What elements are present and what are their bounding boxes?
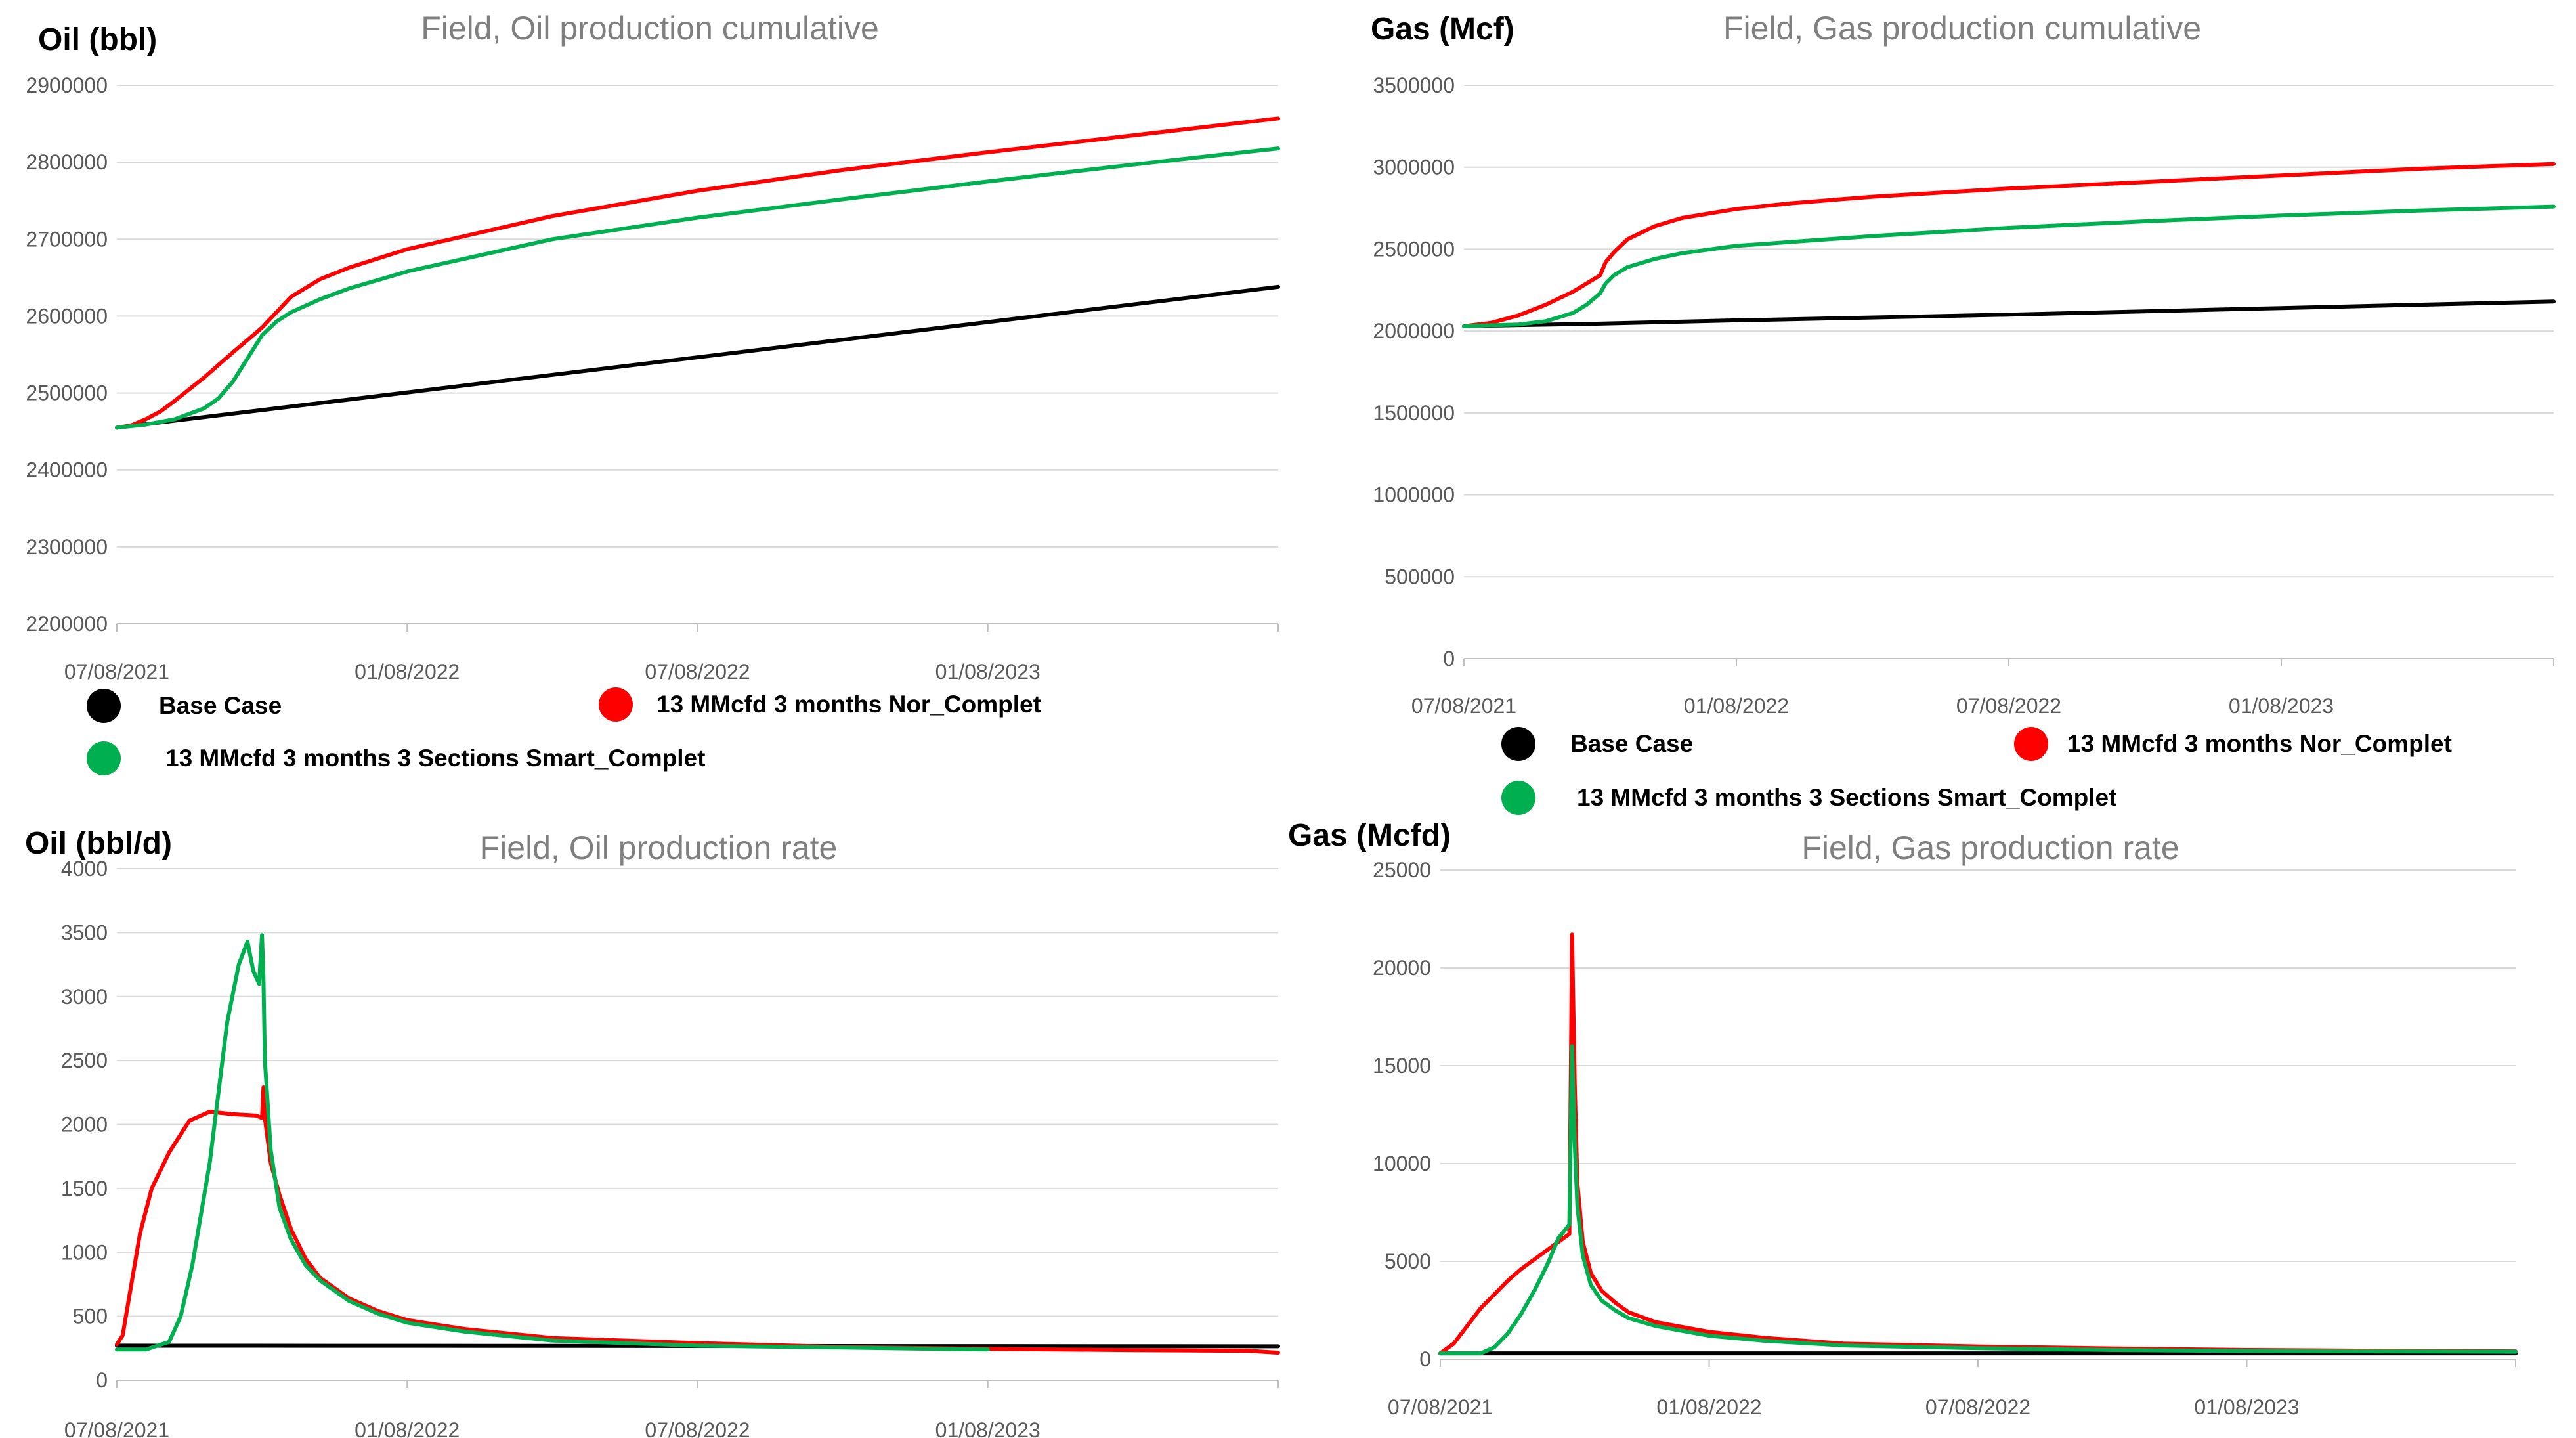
chart-oil-rate-svg: Oil (bbl/d) Field, Oil production rate 4… [25,826,1280,1438]
series-line-13-mmcfd-3-months-3-sections-smart-complet [115,933,990,1352]
legend-label-base-case: Base Case [159,692,282,719]
legend-label-base-case: Base Case [1570,730,1693,757]
legend-marker-smart-complet [1501,781,1535,815]
x-tick-label: 07/08/2021 [1388,1395,1493,1419]
y-tick-label: 0 [1443,647,1455,670]
y-tick-label: 3000 [61,985,108,1009]
legend-marker-base-case [1501,727,1535,761]
x-tick-label: 01/08/2022 [1684,694,1789,718]
chart-title: Field, Gas production rate [1801,829,2179,866]
y-axis-label: Oil (bbl/d) [25,826,172,861]
legend-marker-smart-complet [87,741,121,775]
series-line-13-mmcfd-3-months-3-sections-smart-complet [1438,1044,2518,1356]
y-tick-label: 1000000 [1373,483,1455,507]
x-tick-label: 07/08/2021 [64,1418,169,1438]
legend: Base Case 13 MMcfd 3 months Nor_Complet … [87,687,1041,775]
series-line-13-mmcfd-3-months-nor-complet [115,116,1280,430]
y-tick-label: 2300000 [26,535,108,559]
x-tick-label: 07/08/2021 [64,660,169,684]
chart-gas-cumulative-svg: Gas (Mcf) Field, Gas production cumulati… [1371,10,2556,815]
y-axis-label: Oil (bbl) [38,22,157,57]
x-tick-label: 01/08/2023 [2194,1395,2299,1419]
y-tick-label: 1000 [61,1240,108,1264]
legend-marker-base-case [87,689,121,723]
chart-oil-rate: Oil (bbl/d) Field, Oil production rate 4… [0,801,1288,1438]
y-tick-label: 4000 [61,857,108,881]
x-tick-label: 07/08/2021 [1411,694,1516,718]
y-tick-label: 0 [96,1368,108,1392]
x-tick-label: 01/08/2023 [935,1418,1041,1438]
series-line-13-mmcfd-3-months-nor-complet [1438,932,2518,1356]
series-line-base-case [1462,299,2556,328]
y-axis-label: Gas (Mcf) [1371,12,1514,47]
series-line-13-mmcfd-3-months-3-sections-smart-complet [1462,204,2556,328]
y-tick-label: 2700000 [26,227,108,251]
y-tick-label: 500000 [1385,565,1455,588]
y-tick-label: 2500000 [1373,237,1455,261]
chart-gas-rate-svg: Gas (Mcfd) Field, Gas production rate 25… [1288,818,2518,1419]
y-tick-label: 3500 [61,921,108,944]
legend-label-smart-complet: 13 MMcfd 3 months 3 Sections Smart_Compl… [165,745,705,772]
series-line-13-mmcfd-3-months-nor-complet [1462,162,2556,328]
y-tick-label: 2500000 [26,381,108,405]
legend-marker-nor-complet [2014,727,2048,761]
series-line-base-case [115,284,1280,430]
chart-title: Field, Oil production cumulative [421,10,879,47]
y-tick-label: 2400000 [26,458,108,482]
chart-title: Field, Gas production cumulative [1723,10,2201,47]
y-tick-label: 25000 [1373,858,1431,882]
legend: Base Case 13 MMcfd 3 months Nor_Complet … [1501,727,2452,815]
chart-title: Field, Oil production rate [480,829,838,866]
x-tick-label: 01/08/2023 [935,660,1041,684]
y-tick-label: 0 [1419,1347,1431,1371]
y-tick-label: 1500000 [1373,401,1455,425]
y-tick-label: 500 [73,1305,108,1328]
x-tick-label: 07/08/2022 [645,660,750,684]
y-tick-label: 1500 [61,1177,108,1200]
y-tick-label: 10000 [1373,1152,1431,1175]
legend-label-smart-complet: 13 MMcfd 3 months 3 Sections Smart_Compl… [1577,784,2116,811]
y-tick-label: 2000 [61,1113,108,1137]
y-tick-label: 2600000 [26,304,108,328]
x-tick-label: 07/08/2022 [1956,694,2061,718]
legend-label-nor-complet: 13 MMcfd 3 months Nor_Complet [656,691,1041,718]
y-tick-label: 2800000 [26,150,108,174]
y-tick-label: 2500 [61,1049,108,1072]
y-axis-label: Gas (Mcfd) [1288,818,1451,853]
legend-label-nor-complet: 13 MMcfd 3 months Nor_Complet [2067,730,2452,757]
chart-oil-cumulative-svg: Oil (bbl) Field, Oil production cumulati… [26,10,1280,775]
legend-marker-nor-complet [599,687,633,722]
y-tick-label: 2000000 [1373,319,1455,343]
y-tick-label: 5000 [1385,1250,1431,1273]
x-tick-label: 07/08/2022 [645,1418,750,1438]
y-tick-label: 2200000 [26,612,108,636]
x-tick-label: 01/08/2022 [354,660,460,684]
y-tick-label: 3500000 [1373,74,1455,97]
y-tick-label: 15000 [1373,1054,1431,1078]
y-tick-label: 2900000 [26,74,108,97]
y-tick-label: 20000 [1373,956,1431,980]
x-tick-label: 01/08/2022 [1656,1395,1761,1419]
x-tick-label: 07/08/2022 [1925,1395,2030,1419]
chart-oil-cumulative: Oil (bbl) Field, Oil production cumulati… [0,0,1288,788]
y-tick-label: 3000000 [1373,156,1455,179]
series-line-13-mmcfd-3-months-3-sections-smart-complet [115,146,1280,430]
series-line-13-mmcfd-3-months-nor-complet [115,1085,1280,1355]
x-tick-label: 01/08/2023 [2229,694,2334,718]
x-tick-label: 01/08/2022 [354,1418,460,1438]
chart-gas-rate: Gas (Mcfd) Field, Gas production rate 25… [1288,801,2576,1438]
chart-gas-cumulative: Gas (Mcf) Field, Gas production cumulati… [1288,0,2576,815]
